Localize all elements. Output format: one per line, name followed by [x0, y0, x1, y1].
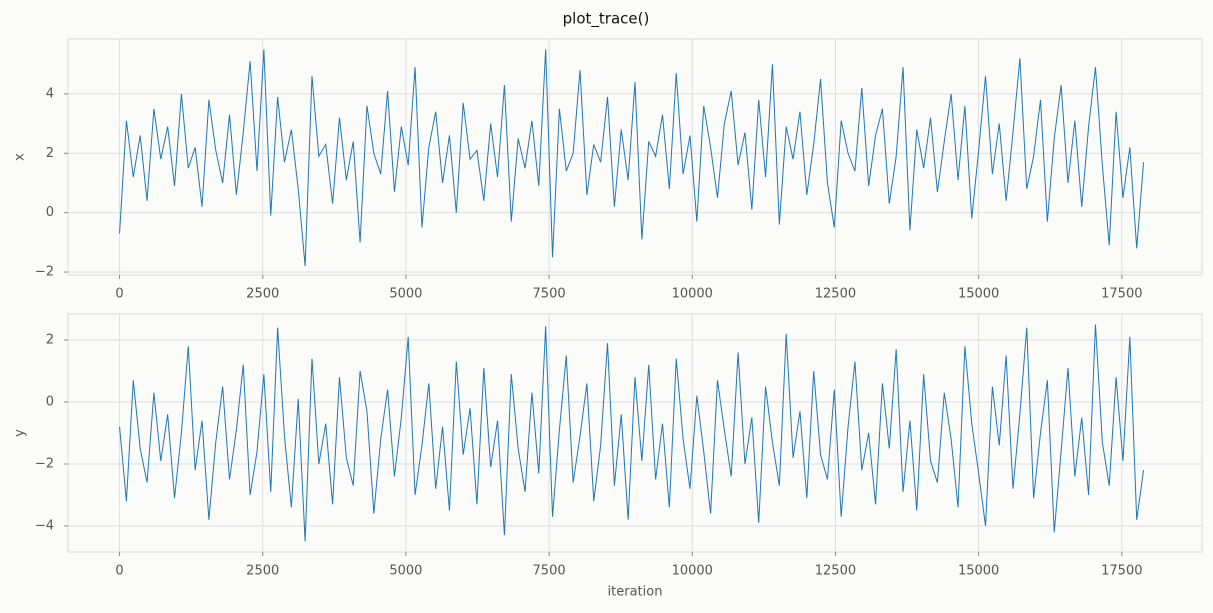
y-tick-label: 0 [46, 395, 54, 410]
x-tick-label: 15000 [958, 287, 999, 302]
trace-line [119, 49, 1145, 267]
figure-title: plot_trace() [563, 10, 650, 29]
x-tick-label: 10000 [672, 287, 713, 302]
y-tick-label: 0 [46, 205, 54, 220]
x-tick-label: 12500 [815, 564, 856, 579]
y-tick-label: −4 [35, 518, 54, 533]
x-tick-label: 5000 [389, 287, 422, 302]
x-tick-label: 17500 [1101, 564, 1142, 579]
y-tick-label: 4 [46, 86, 54, 101]
x-tick-label: 12500 [815, 287, 856, 302]
x-tick-label: 2500 [246, 564, 279, 579]
plot-area [67, 313, 1203, 553]
x-tick-label: 15000 [958, 564, 999, 579]
y-tick-label: 2 [46, 333, 54, 348]
y-axis-label: y [13, 429, 28, 437]
y-axis-label: x [13, 153, 28, 161]
y-tick-label: 2 [46, 146, 54, 161]
plot-area [67, 38, 1203, 276]
x-tick-label: 7500 [533, 287, 566, 302]
trace-line [119, 324, 1145, 542]
y-tick-label: −2 [35, 456, 54, 471]
x-tick-label: 17500 [1101, 287, 1142, 302]
x-tick-label: 10000 [672, 564, 713, 579]
y-tick-label: −2 [35, 265, 54, 280]
x-tick-label: 7500 [533, 564, 566, 579]
x-tick-label: 0 [115, 564, 123, 579]
x-tick-label: 2500 [246, 287, 279, 302]
x-tick-label: 5000 [389, 564, 422, 579]
x-axis-label: iteration [608, 585, 663, 600]
x-tick-label: 0 [115, 287, 123, 302]
